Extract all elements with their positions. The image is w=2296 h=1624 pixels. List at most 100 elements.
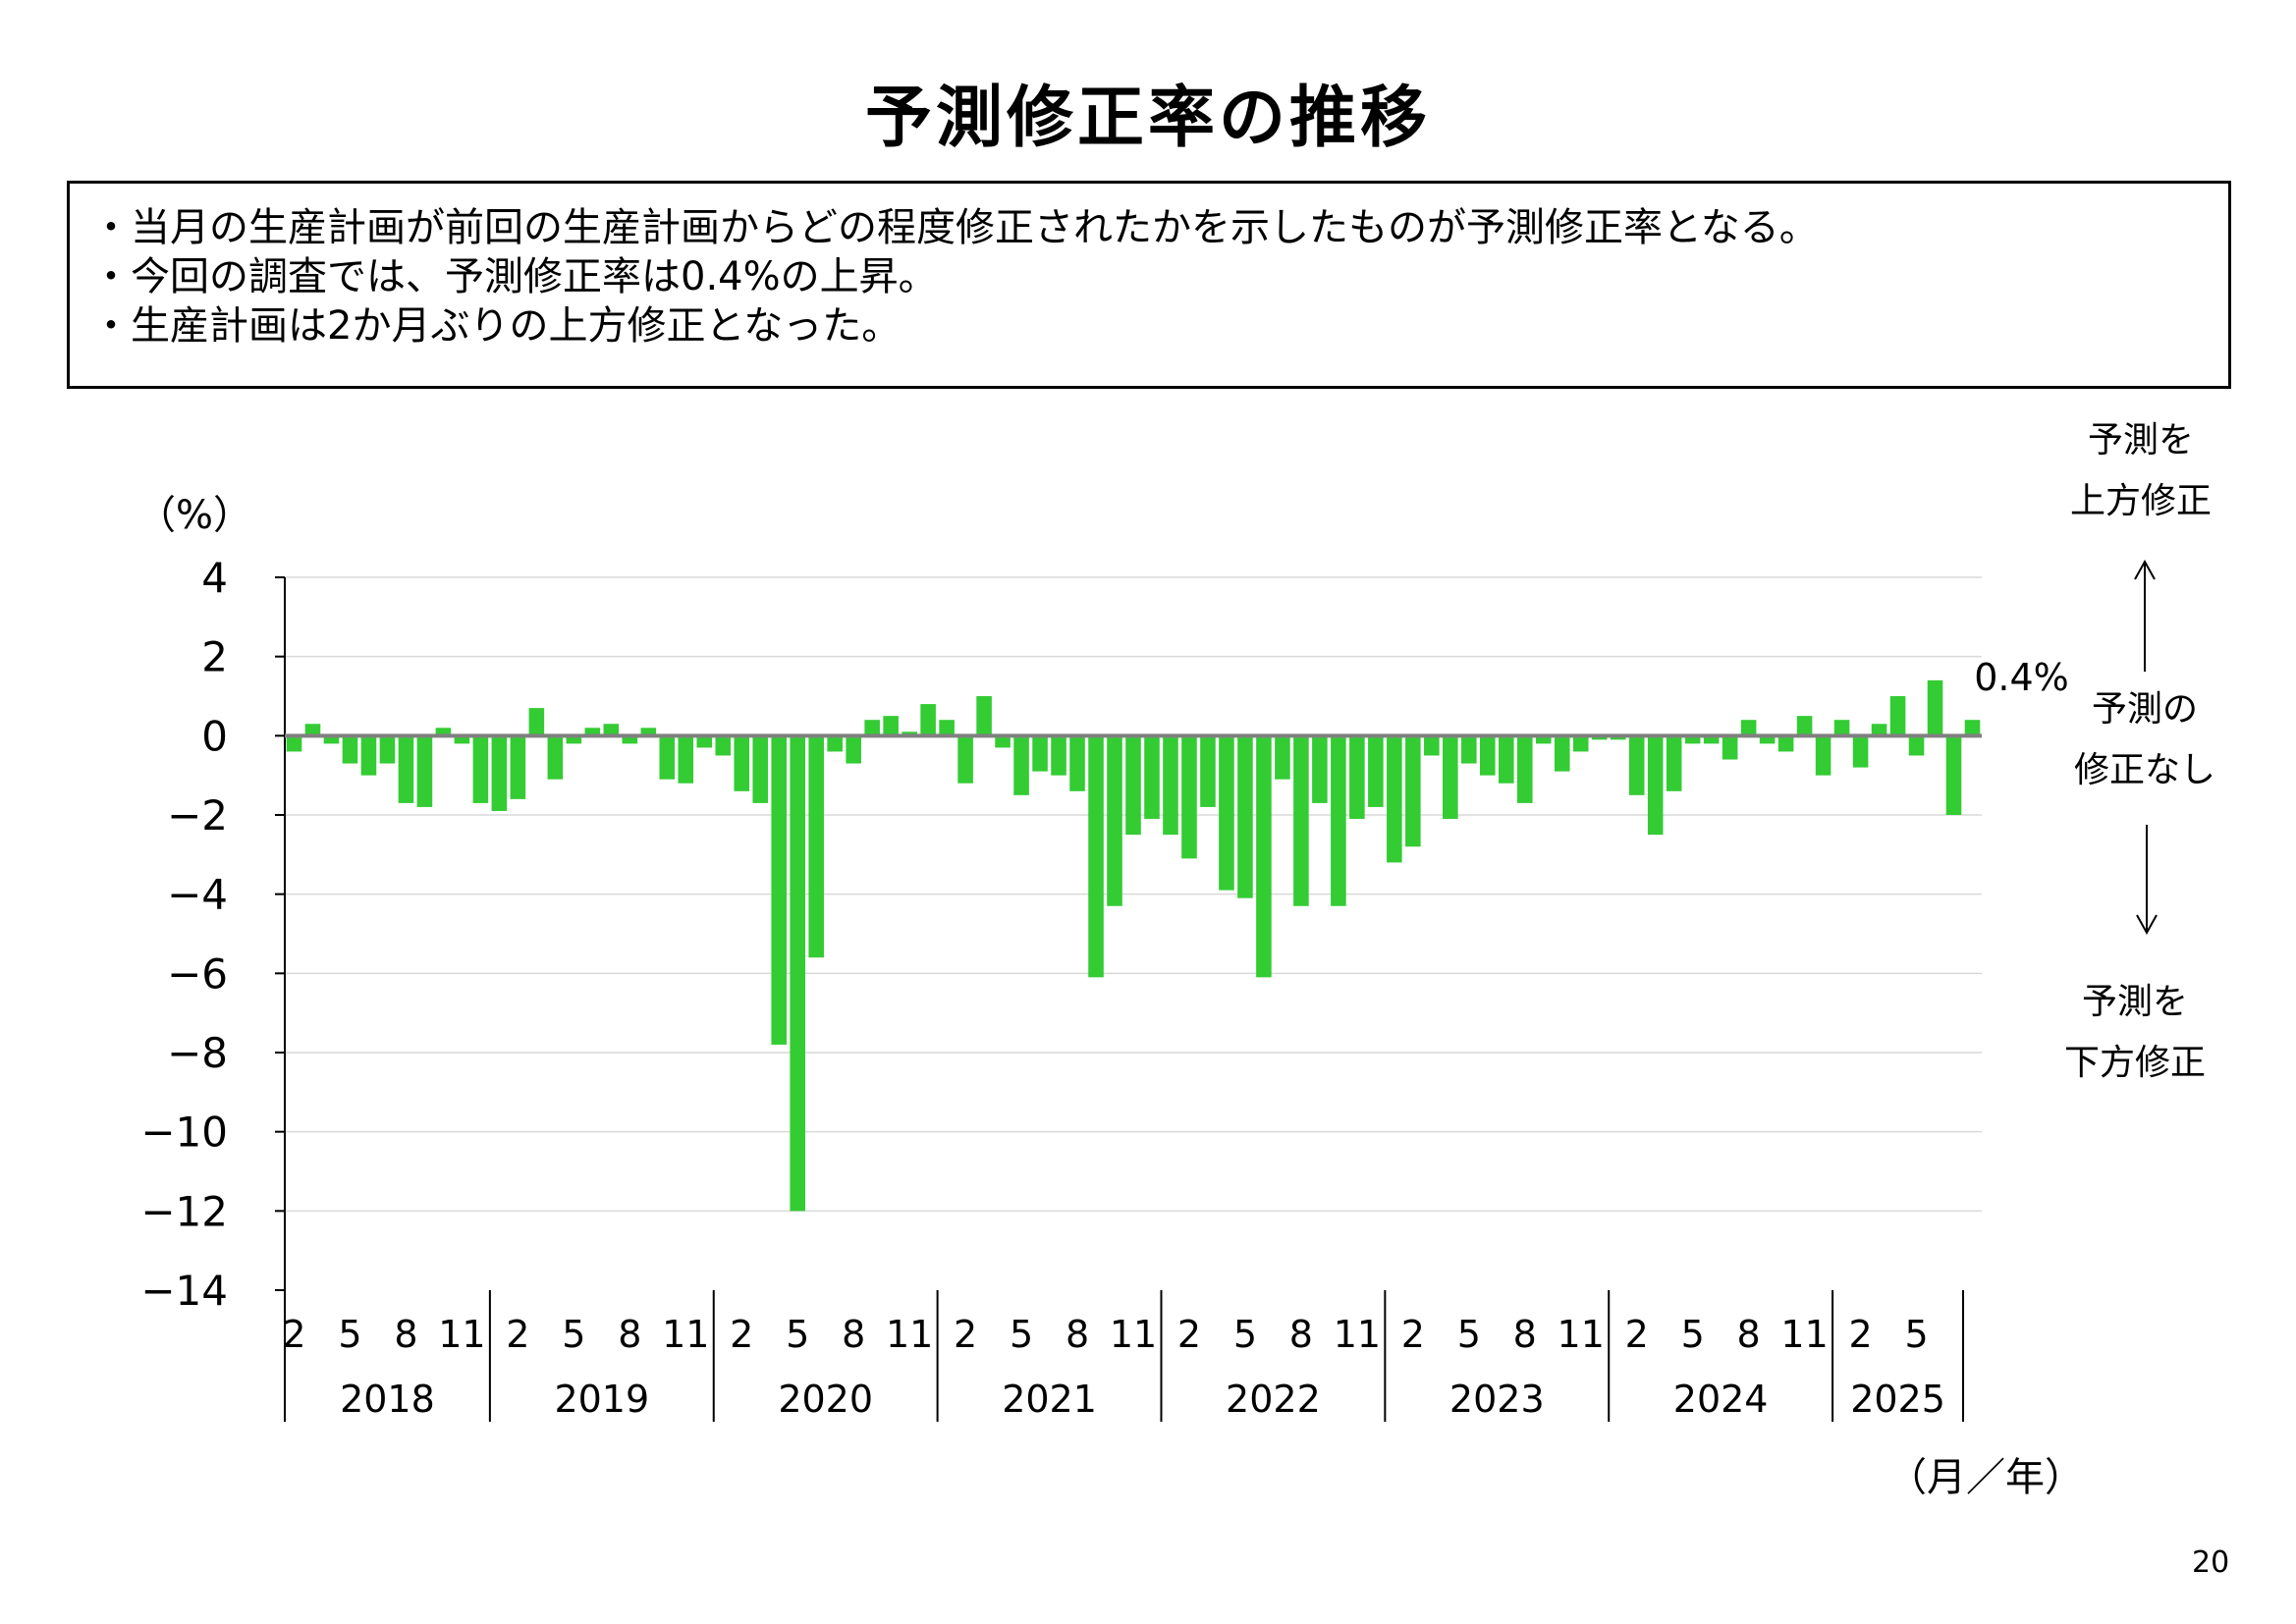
bar (1424, 735, 1440, 756)
bar (360, 735, 377, 776)
upward-revision-line1: 予測を (2087, 420, 2194, 460)
bar (584, 728, 601, 736)
bar (566, 735, 582, 744)
y-tick-label: −2 (167, 791, 228, 839)
x-month-label: 11 (662, 1313, 709, 1356)
bar (398, 735, 414, 803)
bar (1927, 679, 1943, 736)
bar (622, 735, 638, 744)
x-month-label: 2 (1625, 1313, 1649, 1356)
bar (976, 696, 992, 736)
y-tick-label: −4 (167, 871, 228, 919)
upward-revision-line2: 上方修正 (2069, 481, 2212, 521)
x-month-label: 11 (886, 1313, 933, 1356)
x-month-label: 8 (1737, 1313, 1761, 1356)
bar (1144, 735, 1160, 820)
x-year-label: 2021 (1002, 1378, 1097, 1421)
bar (902, 731, 917, 736)
bar (454, 735, 470, 744)
x-month-label: 2 (506, 1313, 529, 1356)
bar (1069, 735, 1085, 791)
bar (1815, 735, 1831, 776)
summary-box: ・当月の生産計画が前回の生産計画からどの程度修正されたかを示したものが予測修正率… (67, 181, 2231, 389)
bar (1293, 735, 1309, 906)
x-month-label: 5 (338, 1313, 361, 1356)
bar (1013, 735, 1029, 795)
x-month-label: 5 (786, 1313, 809, 1356)
bar (1219, 735, 1234, 891)
x-year-label: 2019 (554, 1378, 649, 1421)
bar (864, 720, 880, 736)
downward-revision-line2: 下方修正 (2063, 1043, 2206, 1083)
bar (1964, 720, 1981, 736)
bar (379, 735, 396, 764)
bar (1088, 735, 1104, 978)
bar (603, 724, 620, 736)
bar (286, 735, 302, 752)
bar (790, 735, 805, 1212)
bar (1349, 735, 1365, 820)
upward-revision-label: 予測を 上方修正 (2033, 410, 2249, 532)
x-month-label: 5 (562, 1313, 585, 1356)
x-year-label: 2018 (340, 1378, 435, 1421)
bar (1368, 735, 1384, 807)
bar (1722, 735, 1738, 760)
downward-revision-line1: 予測を (2081, 982, 2188, 1022)
x-month-label: 2 (954, 1313, 977, 1356)
bar (827, 735, 843, 752)
bar (342, 735, 358, 764)
x-axis-label: （月／年） (1887, 1455, 2084, 1500)
x-month-label: 11 (1110, 1313, 1157, 1356)
bar (1647, 735, 1664, 836)
up-arrow-head-icon (2134, 559, 2156, 580)
y-tick-label: 4 (201, 554, 228, 602)
page-number: 20 (2192, 1545, 2230, 1580)
bar (416, 735, 433, 807)
x-month-label: 8 (842, 1313, 865, 1356)
bar (1387, 735, 1402, 863)
x-month-label: 5 (1904, 1313, 1928, 1356)
bar (1777, 735, 1794, 752)
bar (547, 735, 564, 780)
bar (304, 724, 321, 736)
bar (640, 728, 657, 736)
bar (1405, 735, 1421, 847)
bar (1889, 696, 1906, 736)
x-month-label: 5 (1010, 1313, 1033, 1356)
bar (678, 735, 694, 784)
y-axis-label: （%） (137, 493, 252, 538)
bar (1871, 724, 1887, 736)
bar (1200, 735, 1216, 807)
x-month-label: 11 (438, 1313, 485, 1356)
bar (1443, 735, 1458, 820)
down-arrow-head-icon (2136, 914, 2158, 936)
bar (1610, 735, 1626, 740)
bar (808, 735, 824, 958)
y-tick-label: −14 (140, 1267, 228, 1315)
x-month-label: 5 (1457, 1313, 1481, 1356)
bar (323, 735, 340, 744)
bar (1852, 735, 1869, 768)
y-tick-label: −12 (140, 1187, 228, 1235)
bar (1535, 735, 1552, 744)
bar (846, 735, 861, 764)
x-month-label: 2 (1401, 1313, 1425, 1356)
bar (1833, 720, 1850, 736)
bar (1331, 735, 1346, 906)
bar (1908, 735, 1925, 756)
bar (1275, 735, 1290, 780)
x-month-label: 2 (1177, 1313, 1201, 1356)
bar (510, 735, 526, 799)
y-tick-label: 2 (201, 633, 228, 681)
x-month-label: 11 (1334, 1313, 1381, 1356)
no-revision-line2: 修正なし (2073, 750, 2215, 790)
bar (1312, 735, 1328, 803)
x-month-label: 8 (1289, 1313, 1313, 1356)
bar (491, 735, 508, 811)
bar (1516, 735, 1533, 803)
bar (752, 735, 769, 803)
x-month-label: 11 (1558, 1313, 1605, 1356)
bar (715, 735, 732, 756)
x-year-label: 2025 (1850, 1378, 1945, 1421)
bar (1572, 735, 1589, 752)
